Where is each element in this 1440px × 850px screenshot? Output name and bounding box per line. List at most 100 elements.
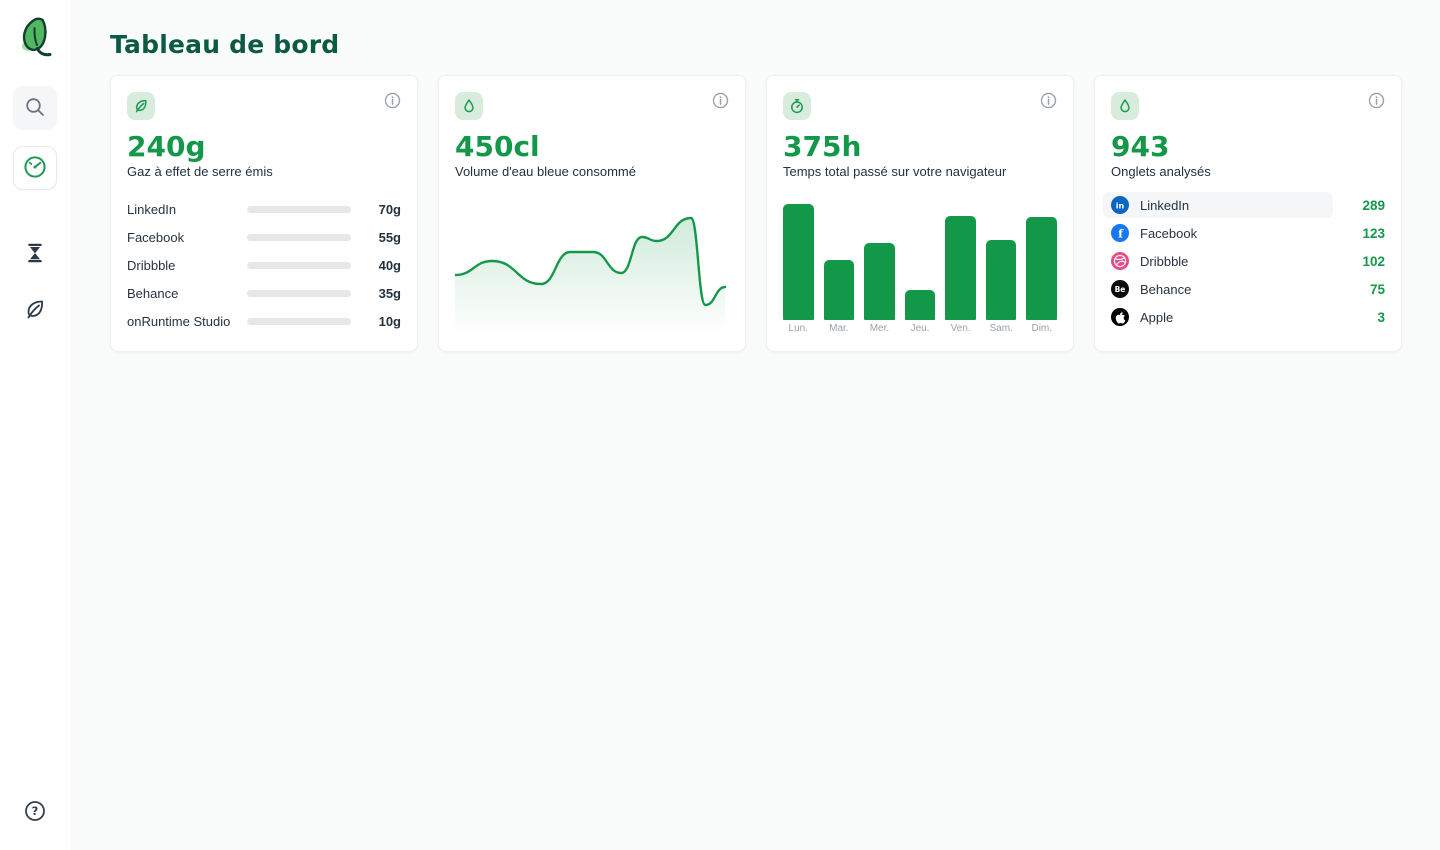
leaf-icon	[23, 297, 47, 324]
svg-text:?: ?	[32, 804, 39, 818]
bar-mar	[823, 260, 855, 320]
bar-sam	[985, 240, 1017, 320]
site-value: 289	[1362, 197, 1385, 213]
leaf-icon	[127, 92, 155, 120]
bar-column: Lun.	[783, 203, 814, 335]
bar-dim	[1026, 217, 1058, 320]
metric-value: 240g	[127, 130, 206, 163]
droplet-icon	[1111, 92, 1139, 120]
emissions-list: LinkedIn 70g Facebook 55g Dribbble 40g	[127, 195, 401, 335]
sidebar-item-search[interactable]	[13, 86, 57, 130]
main-content: Tableau de bord	[70, 0, 1440, 850]
metric-label: Gaz à effet de serre émis	[127, 164, 273, 180]
bar-ven	[945, 215, 976, 320]
site-value: 55g	[378, 229, 401, 245]
water-area-chart	[455, 215, 729, 335]
page-title: Tableau de bord	[110, 30, 340, 59]
list-item[interactable]: Apple 3	[1111, 303, 1385, 331]
list-item[interactable]: Be Behance 75	[1111, 275, 1385, 303]
cards-row: 240g Gaz à effet de serre émis LinkedIn …	[110, 75, 1402, 352]
svg-text:Be: Be	[1115, 285, 1126, 294]
site-label: Dribbble	[1140, 253, 1189, 269]
facebook-icon: f	[1111, 224, 1129, 243]
bar-mer	[864, 242, 895, 320]
stopwatch-icon	[783, 92, 811, 120]
bar-track	[904, 203, 936, 320]
bar-track	[783, 203, 814, 320]
bar-axis-label: Mar.	[829, 323, 849, 334]
progress-track	[247, 233, 351, 241]
site-main: f Facebook	[1103, 220, 1333, 246]
bar-axis-label: Dim.	[1031, 323, 1053, 334]
metric-value: 943	[1111, 130, 1170, 163]
time-bar-chart: Lun. Mar. Mer. Jeu. Ven. Sam. Dim.	[783, 203, 1058, 335]
metric-label: Onglets analysés	[1111, 164, 1211, 180]
gauge-dashboard-icon	[22, 154, 48, 183]
site-value: 10g	[378, 313, 401, 329]
bar-axis-label: Mer.	[869, 323, 890, 334]
list-item: LinkedIn 70g	[127, 195, 401, 223]
bar-column: Mer.	[864, 203, 895, 335]
site-label: Dribbble	[127, 257, 176, 273]
site-label: Facebook	[127, 229, 185, 245]
bar-axis-label: Jeu.	[910, 323, 930, 334]
sidebar-item-dashboard[interactable]	[13, 146, 57, 190]
list-item[interactable]: Dribbble 102	[1111, 247, 1385, 275]
site-value: 75	[1369, 281, 1385, 297]
site-label: Apple	[1140, 309, 1174, 325]
sidebar-bottom: ?	[13, 792, 57, 832]
info-icon[interactable]	[384, 92, 401, 109]
progress-track	[247, 289, 351, 297]
info-icon[interactable]	[1040, 92, 1057, 109]
site-value: 40g	[378, 257, 401, 273]
search-icon	[23, 95, 47, 122]
app-logo[interactable]	[13, 14, 57, 64]
list-item[interactable]: in LinkedIn 289	[1103, 191, 1385, 219]
site-label: onRuntime Studio	[127, 313, 231, 329]
card-head	[783, 92, 1057, 120]
sidebar-nav	[13, 86, 57, 330]
list-item: Behance 35g	[127, 279, 401, 307]
bar-track	[945, 203, 976, 320]
bar-track	[985, 203, 1017, 320]
bar-track	[1026, 203, 1058, 320]
metric-label: Temps total passé sur votre navigateur	[783, 164, 1007, 180]
site-value: 123	[1362, 225, 1385, 241]
progress-track	[247, 205, 351, 213]
bar-lun	[783, 204, 814, 320]
card-head	[455, 92, 729, 120]
card-emissions: 240g Gaz à effet de serre émis LinkedIn …	[110, 75, 418, 352]
list-item: Dribbble 40g	[127, 251, 401, 279]
leaf-logo-icon	[15, 15, 55, 64]
apple-icon	[1111, 308, 1129, 327]
svg-text:f: f	[1118, 227, 1124, 241]
info-icon[interactable]	[712, 92, 729, 109]
bar-column: Jeu.	[904, 203, 936, 335]
site-label: Behance	[1140, 281, 1192, 297]
help-button[interactable]: ?	[13, 792, 57, 832]
metric-value: 375h	[783, 130, 862, 163]
site-main: in LinkedIn	[1103, 192, 1333, 219]
site-label: Behance	[127, 285, 179, 301]
bar-column: Mar.	[823, 203, 855, 335]
svg-text:in: in	[1116, 202, 1125, 211]
progress-track	[247, 317, 351, 325]
dribbble-icon	[1111, 252, 1129, 271]
sidebar-item-history[interactable]	[13, 234, 57, 274]
bar-column: Dim.	[1026, 203, 1058, 335]
site-value: 35g	[378, 285, 401, 301]
card-tabs: 943 Onglets analysés in LinkedIn	[1094, 75, 1402, 352]
bar-axis-label: Sam.	[989, 323, 1013, 334]
site-label: LinkedIn	[1140, 197, 1190, 213]
list-item[interactable]: f Facebook 123	[1111, 219, 1385, 247]
site-value: 102	[1362, 253, 1385, 269]
help-question-icon: ?	[23, 799, 47, 826]
site-main: Be Behance	[1103, 276, 1333, 302]
bar-axis-label: Ven.	[950, 323, 971, 334]
sidebar-item-ecology[interactable]	[13, 290, 57, 330]
site-main: Dribbble	[1103, 248, 1333, 274]
bar-jeu	[904, 289, 936, 320]
linkedin-icon: in	[1111, 196, 1129, 215]
info-icon[interactable]	[1368, 92, 1385, 109]
